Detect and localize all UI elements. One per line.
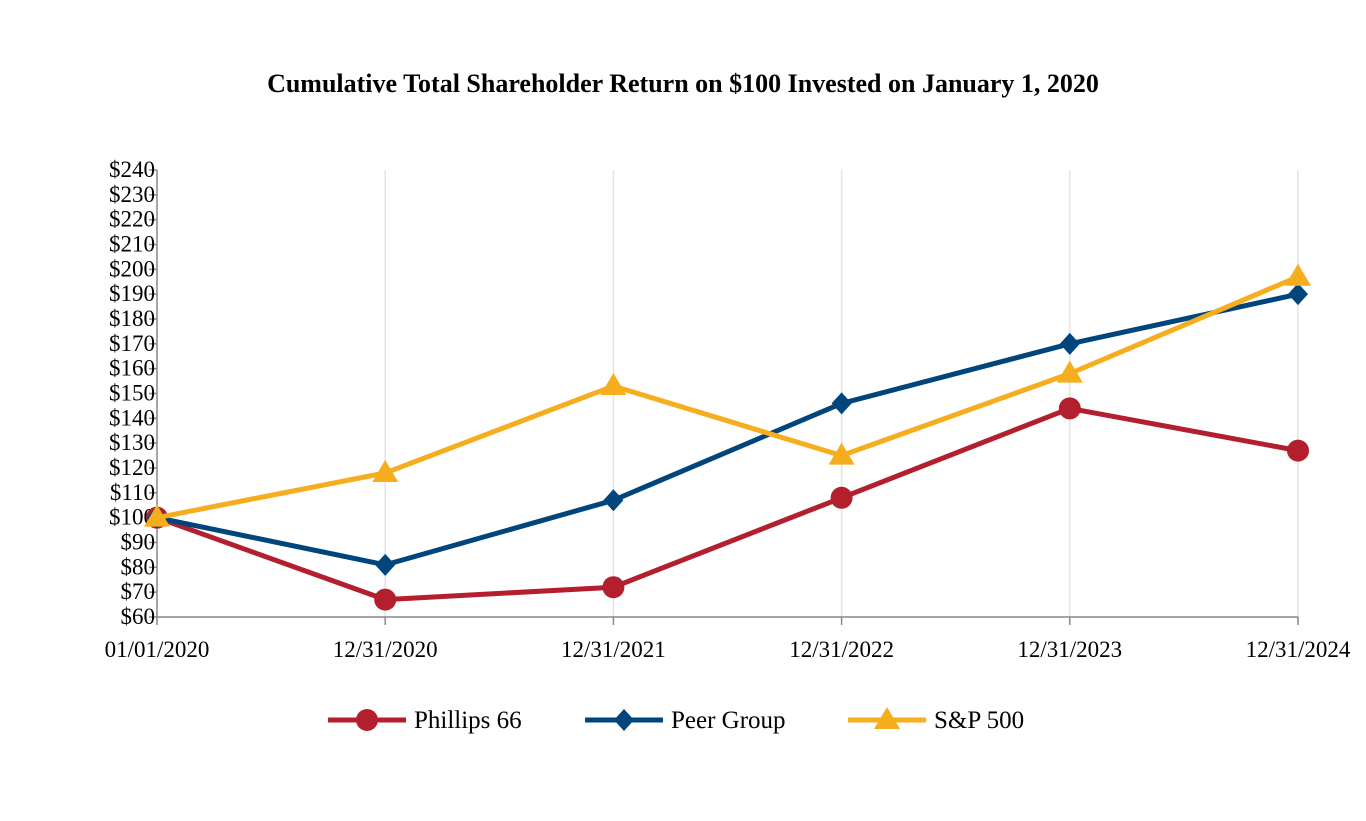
- diamond-marker: [375, 553, 396, 576]
- y-tick-label: $230: [109, 182, 155, 207]
- x-tick-label: 01/01/2020: [105, 637, 210, 662]
- triangle-marker: [372, 459, 399, 482]
- y-tick-label: $130: [109, 430, 155, 455]
- y-tick-label: $200: [109, 256, 155, 281]
- circle-marker: [1287, 439, 1309, 462]
- y-tick-label: $240: [109, 157, 155, 182]
- series-line: [156, 405, 1299, 603]
- triangle-marker: [828, 442, 855, 465]
- x-tick-label: 12/31/2023: [1017, 637, 1122, 662]
- y-tick-label: $220: [109, 207, 155, 232]
- x-axis-ticks: 01/01/2020 12/31/2020 12/31/2021 12/31/2022…: [105, 617, 1351, 662]
- triangle-marker: [874, 707, 900, 729]
- diamond-marker: [1288, 283, 1308, 306]
- series-line: [156, 291, 1299, 568]
- diamond-marker: [614, 709, 634, 731]
- y-tick-label: $120: [109, 455, 155, 480]
- series-line: [156, 274, 1299, 521]
- y-tick-label: $110: [110, 480, 155, 505]
- diamond-marker: [603, 489, 624, 512]
- x-tick-label: 12/31/2020: [333, 637, 438, 662]
- legend-label: Peer Group: [671, 707, 786, 734]
- legend-item: Phillips 66: [328, 707, 522, 734]
- circle-marker: [602, 576, 625, 599]
- legend-label: S&P 500: [934, 707, 1024, 734]
- series-group: [144, 263, 1311, 611]
- circle-marker: [830, 486, 853, 509]
- series-s-p-500: [144, 263, 1311, 527]
- triangle-marker: [144, 504, 170, 527]
- y-tick-label: $80: [121, 554, 156, 579]
- y-axis-ticks: $60$70$80$90$100$110$120$130$140$150$160…: [109, 157, 157, 629]
- diamond-marker: [1059, 332, 1080, 355]
- y-tick-label: $180: [109, 306, 155, 331]
- legend-item: S&P 500: [848, 707, 1024, 734]
- y-tick-label: $210: [109, 232, 155, 257]
- triangle-marker: [1285, 263, 1311, 286]
- y-tick-label: $90: [121, 530, 156, 555]
- circle-marker: [374, 588, 397, 611]
- x-tick-label: 12/31/2022: [789, 637, 894, 662]
- circle-marker: [356, 709, 378, 731]
- series-peer-group: [147, 283, 1308, 576]
- y-tick-label: $160: [109, 356, 155, 381]
- y-tick-label: $140: [109, 405, 155, 430]
- chart-title: Cumulative Total Shareholder Return on $…: [267, 69, 1099, 98]
- legend: Phillips 66 Peer Group S&P 500: [328, 707, 1024, 734]
- y-tick-label: $70: [121, 579, 156, 604]
- series-phillips-66: [146, 397, 1309, 611]
- y-tick-label: $190: [109, 281, 155, 306]
- legend-item: Peer Group: [585, 707, 786, 734]
- x-tick-label: 12/31/2021: [561, 637, 666, 662]
- diamond-marker: [831, 392, 852, 415]
- axes: [156, 170, 1298, 618]
- triangle-marker: [1056, 360, 1083, 383]
- triangle-marker: [600, 373, 627, 396]
- x-tick-label: 12/31/2024: [1246, 637, 1351, 662]
- y-tick-label: $60: [121, 604, 156, 629]
- circle-marker: [1058, 397, 1081, 420]
- y-tick-label: $150: [109, 381, 155, 406]
- legend-label: Phillips 66: [414, 707, 522, 734]
- y-tick-label: $170: [109, 331, 155, 356]
